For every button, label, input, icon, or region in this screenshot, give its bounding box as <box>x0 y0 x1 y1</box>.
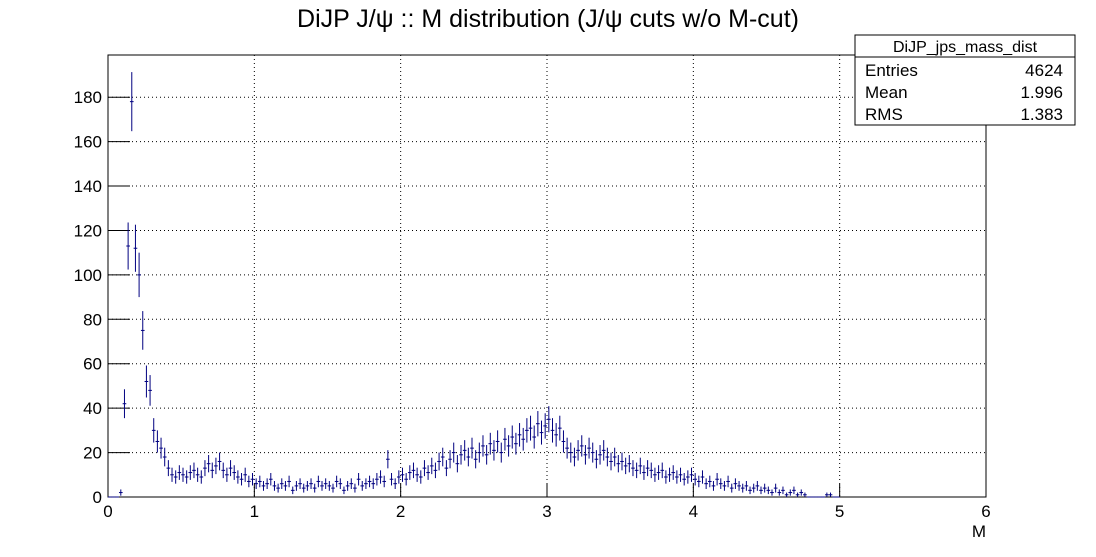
stats-value: 1.996 <box>1020 83 1063 102</box>
y-tick-label: 100 <box>74 266 102 285</box>
x-tick-label: 4 <box>689 502 698 521</box>
y-tick-label: 0 <box>93 488 102 507</box>
y-tick-label: 40 <box>83 399 102 418</box>
x-tick-label: 0 <box>103 502 112 521</box>
stats-value: 4624 <box>1025 61 1063 80</box>
x-tick-label: 5 <box>835 502 844 521</box>
x-tick-label: 6 <box>981 502 990 521</box>
y-tick-label: 60 <box>83 355 102 374</box>
stats-label: RMS <box>865 105 903 124</box>
y-tick-label: 20 <box>83 444 102 463</box>
stats-label: Entries <box>865 61 918 80</box>
chart-title: DiJP J/ψ :: M distribution (J/ψ cuts w/o… <box>297 5 799 33</box>
x-tick-label: 2 <box>396 502 405 521</box>
y-tick-label: 180 <box>74 88 102 107</box>
y-tick-label: 140 <box>74 177 102 196</box>
x-axis-label: M <box>972 522 986 541</box>
y-tick-label: 80 <box>83 310 102 329</box>
y-tick-label: 160 <box>74 133 102 152</box>
stats-value: 1.383 <box>1020 105 1063 124</box>
y-tick-label: 120 <box>74 221 102 240</box>
stats-title: DiJP_jps_mass_dist <box>893 39 1038 56</box>
stats-label: Mean <box>865 83 908 102</box>
x-tick-label: 1 <box>250 502 259 521</box>
stats-frame <box>854 34 1076 126</box>
x-tick-label: 3 <box>542 502 551 521</box>
stats-box: DiJP_jps_mass_dist Entries 4624 Mean 1.9… <box>854 34 1076 126</box>
